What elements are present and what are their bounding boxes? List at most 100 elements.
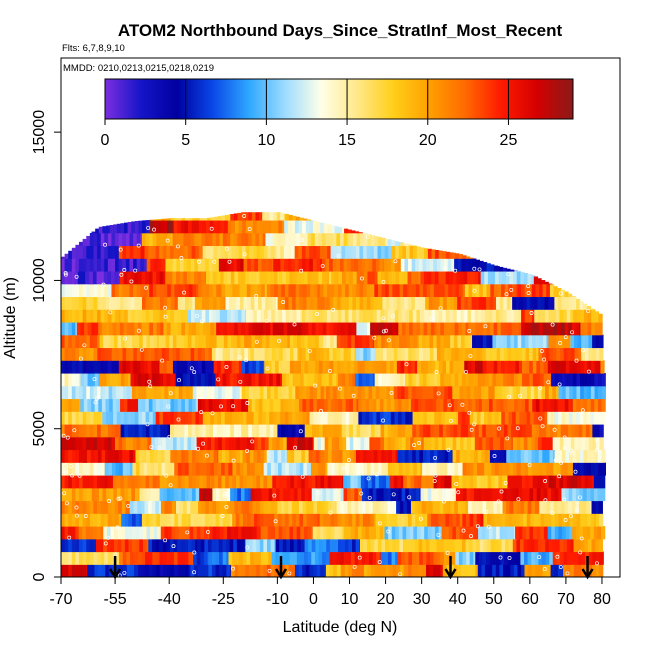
heatmap-cell xyxy=(250,436,255,451)
heatmap-cell xyxy=(497,321,502,336)
heatmap-cell xyxy=(587,309,592,323)
heatmap-cell xyxy=(272,232,277,247)
heatmap-cell xyxy=(480,411,485,425)
heatmap-cell xyxy=(308,321,313,336)
heatmap-cell xyxy=(430,449,435,463)
sample-point xyxy=(247,227,252,232)
heatmap-cell xyxy=(521,360,527,374)
heatmap-cell xyxy=(160,321,165,336)
heatmap-cell xyxy=(510,309,515,323)
heatmap-cell xyxy=(256,500,261,514)
heatmap-cell xyxy=(237,347,242,361)
heatmap-cell xyxy=(201,500,206,514)
heatmap-cell xyxy=(307,334,313,349)
heatmap-cell xyxy=(356,270,361,285)
heatmap-cell xyxy=(422,462,427,476)
heatmap-cell xyxy=(349,449,354,463)
heatmap-cell xyxy=(309,258,314,272)
sample-point xyxy=(199,319,204,324)
heatmap-cell xyxy=(277,283,282,298)
heatmap-cell xyxy=(469,372,474,387)
heatmap-cell xyxy=(184,449,189,463)
heatmap-cell xyxy=(371,360,377,374)
heatmap-cell xyxy=(511,487,516,502)
heatmap-cell xyxy=(368,551,374,565)
sample-point xyxy=(477,267,482,272)
sample-point xyxy=(469,427,474,432)
sample-point xyxy=(586,309,591,314)
heatmap-cell xyxy=(359,564,364,577)
heatmap-cell xyxy=(275,347,280,361)
heatmap-cell xyxy=(371,270,376,285)
heatmap-cell xyxy=(471,309,476,323)
heatmap-cell xyxy=(71,398,77,412)
heatmap-cell xyxy=(278,219,283,234)
heatmap-cell xyxy=(566,334,571,349)
heatmap-cell xyxy=(485,347,491,361)
heatmap-cell xyxy=(525,347,530,361)
heatmap-cell xyxy=(94,449,99,463)
heatmap-cell xyxy=(512,385,517,400)
heatmap-cell xyxy=(144,360,149,374)
heatmap-cell xyxy=(257,347,262,361)
heatmap-cell xyxy=(386,385,391,400)
heatmap-cell xyxy=(187,538,193,553)
heatmap-cell xyxy=(431,249,436,259)
heatmap-cell xyxy=(188,449,193,463)
sample-point xyxy=(538,386,543,391)
heatmap-cell xyxy=(216,423,221,438)
sample-point xyxy=(563,335,568,340)
heatmap-cell xyxy=(221,462,226,476)
heatmap-cell xyxy=(132,525,137,540)
heatmap-cell xyxy=(153,258,159,272)
heatmap-cell xyxy=(155,245,160,259)
heatmap-cell xyxy=(131,309,136,323)
heatmap-cell xyxy=(242,449,247,463)
heatmap-cell xyxy=(533,296,538,310)
heatmap-cell xyxy=(290,538,295,553)
heatmap-cell xyxy=(360,474,366,489)
heatmap-cell xyxy=(263,500,268,514)
heatmap-cell xyxy=(126,360,131,374)
heatmap-cell xyxy=(391,270,397,285)
heatmap-cell xyxy=(409,462,414,476)
heatmap-cell xyxy=(435,360,440,374)
heatmap-cell xyxy=(136,258,141,272)
heatmap-cell xyxy=(381,283,386,298)
heatmap-cell xyxy=(483,538,488,553)
heatmap-cell xyxy=(572,487,577,502)
heatmap-cell xyxy=(389,513,395,527)
heatmap-cell xyxy=(164,525,169,540)
heatmap-cell xyxy=(361,525,366,540)
heatmap-cell xyxy=(583,385,588,400)
heatmap-cell xyxy=(576,360,581,374)
heatmap-cell xyxy=(552,334,557,349)
heatmap-cell xyxy=(215,487,221,502)
heatmap-cell xyxy=(415,385,420,400)
heatmap-cell xyxy=(147,462,152,476)
heatmap-cell xyxy=(322,321,327,336)
heatmap-cell xyxy=(139,385,144,400)
heatmap-cell xyxy=(479,334,484,349)
heatmap-cell xyxy=(537,411,542,425)
sample-point xyxy=(515,426,520,431)
heatmap-cell xyxy=(496,398,501,412)
heatmap-cell xyxy=(382,513,387,527)
heatmap-cell xyxy=(150,525,155,540)
heatmap-cell xyxy=(179,347,184,361)
heatmap-cell xyxy=(226,487,232,502)
heatmap-cell xyxy=(79,513,84,527)
heatmap-cell xyxy=(202,334,207,349)
heatmap-cell xyxy=(341,309,346,323)
y-tick-label: 0 xyxy=(31,572,48,581)
heatmap-cell xyxy=(568,487,573,502)
heatmap-cell xyxy=(148,270,154,285)
heatmap-cell xyxy=(519,411,524,425)
heatmap-cell xyxy=(465,500,470,514)
heatmap-cell xyxy=(110,372,115,387)
heatmap-cell xyxy=(250,487,255,502)
heatmap-cell xyxy=(389,372,394,387)
heatmap-cell xyxy=(357,385,362,400)
heatmap-cell xyxy=(318,462,323,476)
